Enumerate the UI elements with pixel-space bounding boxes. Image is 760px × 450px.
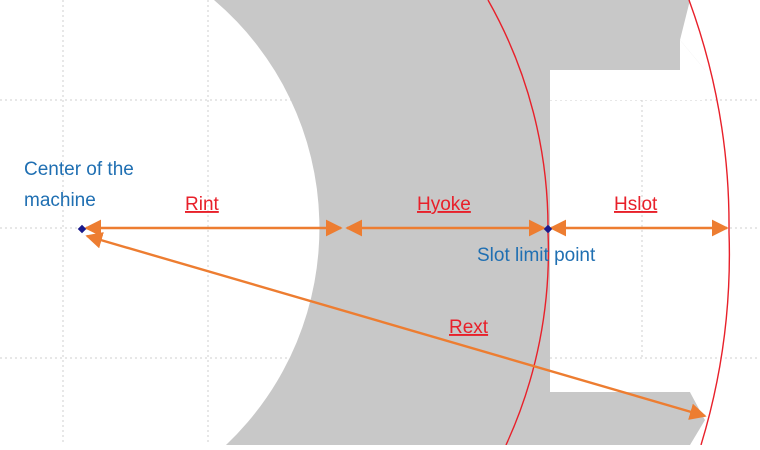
dimension-arrows <box>84 219 729 420</box>
center-label-line1: Center of the <box>24 159 134 180</box>
slot-limit-point-label: Slot limit point <box>477 245 596 266</box>
external-circle <box>688 0 731 446</box>
center-label-line2: machine <box>24 190 96 211</box>
rint-label: Rint <box>185 194 220 215</box>
center-point-marker <box>77 224 87 234</box>
hslot-label: Hslot <box>614 194 658 215</box>
rext-label: Rext <box>449 317 489 338</box>
slot-opening <box>550 40 705 100</box>
rext-arrow <box>85 232 707 420</box>
hyoke-label: Hyoke <box>417 194 471 215</box>
